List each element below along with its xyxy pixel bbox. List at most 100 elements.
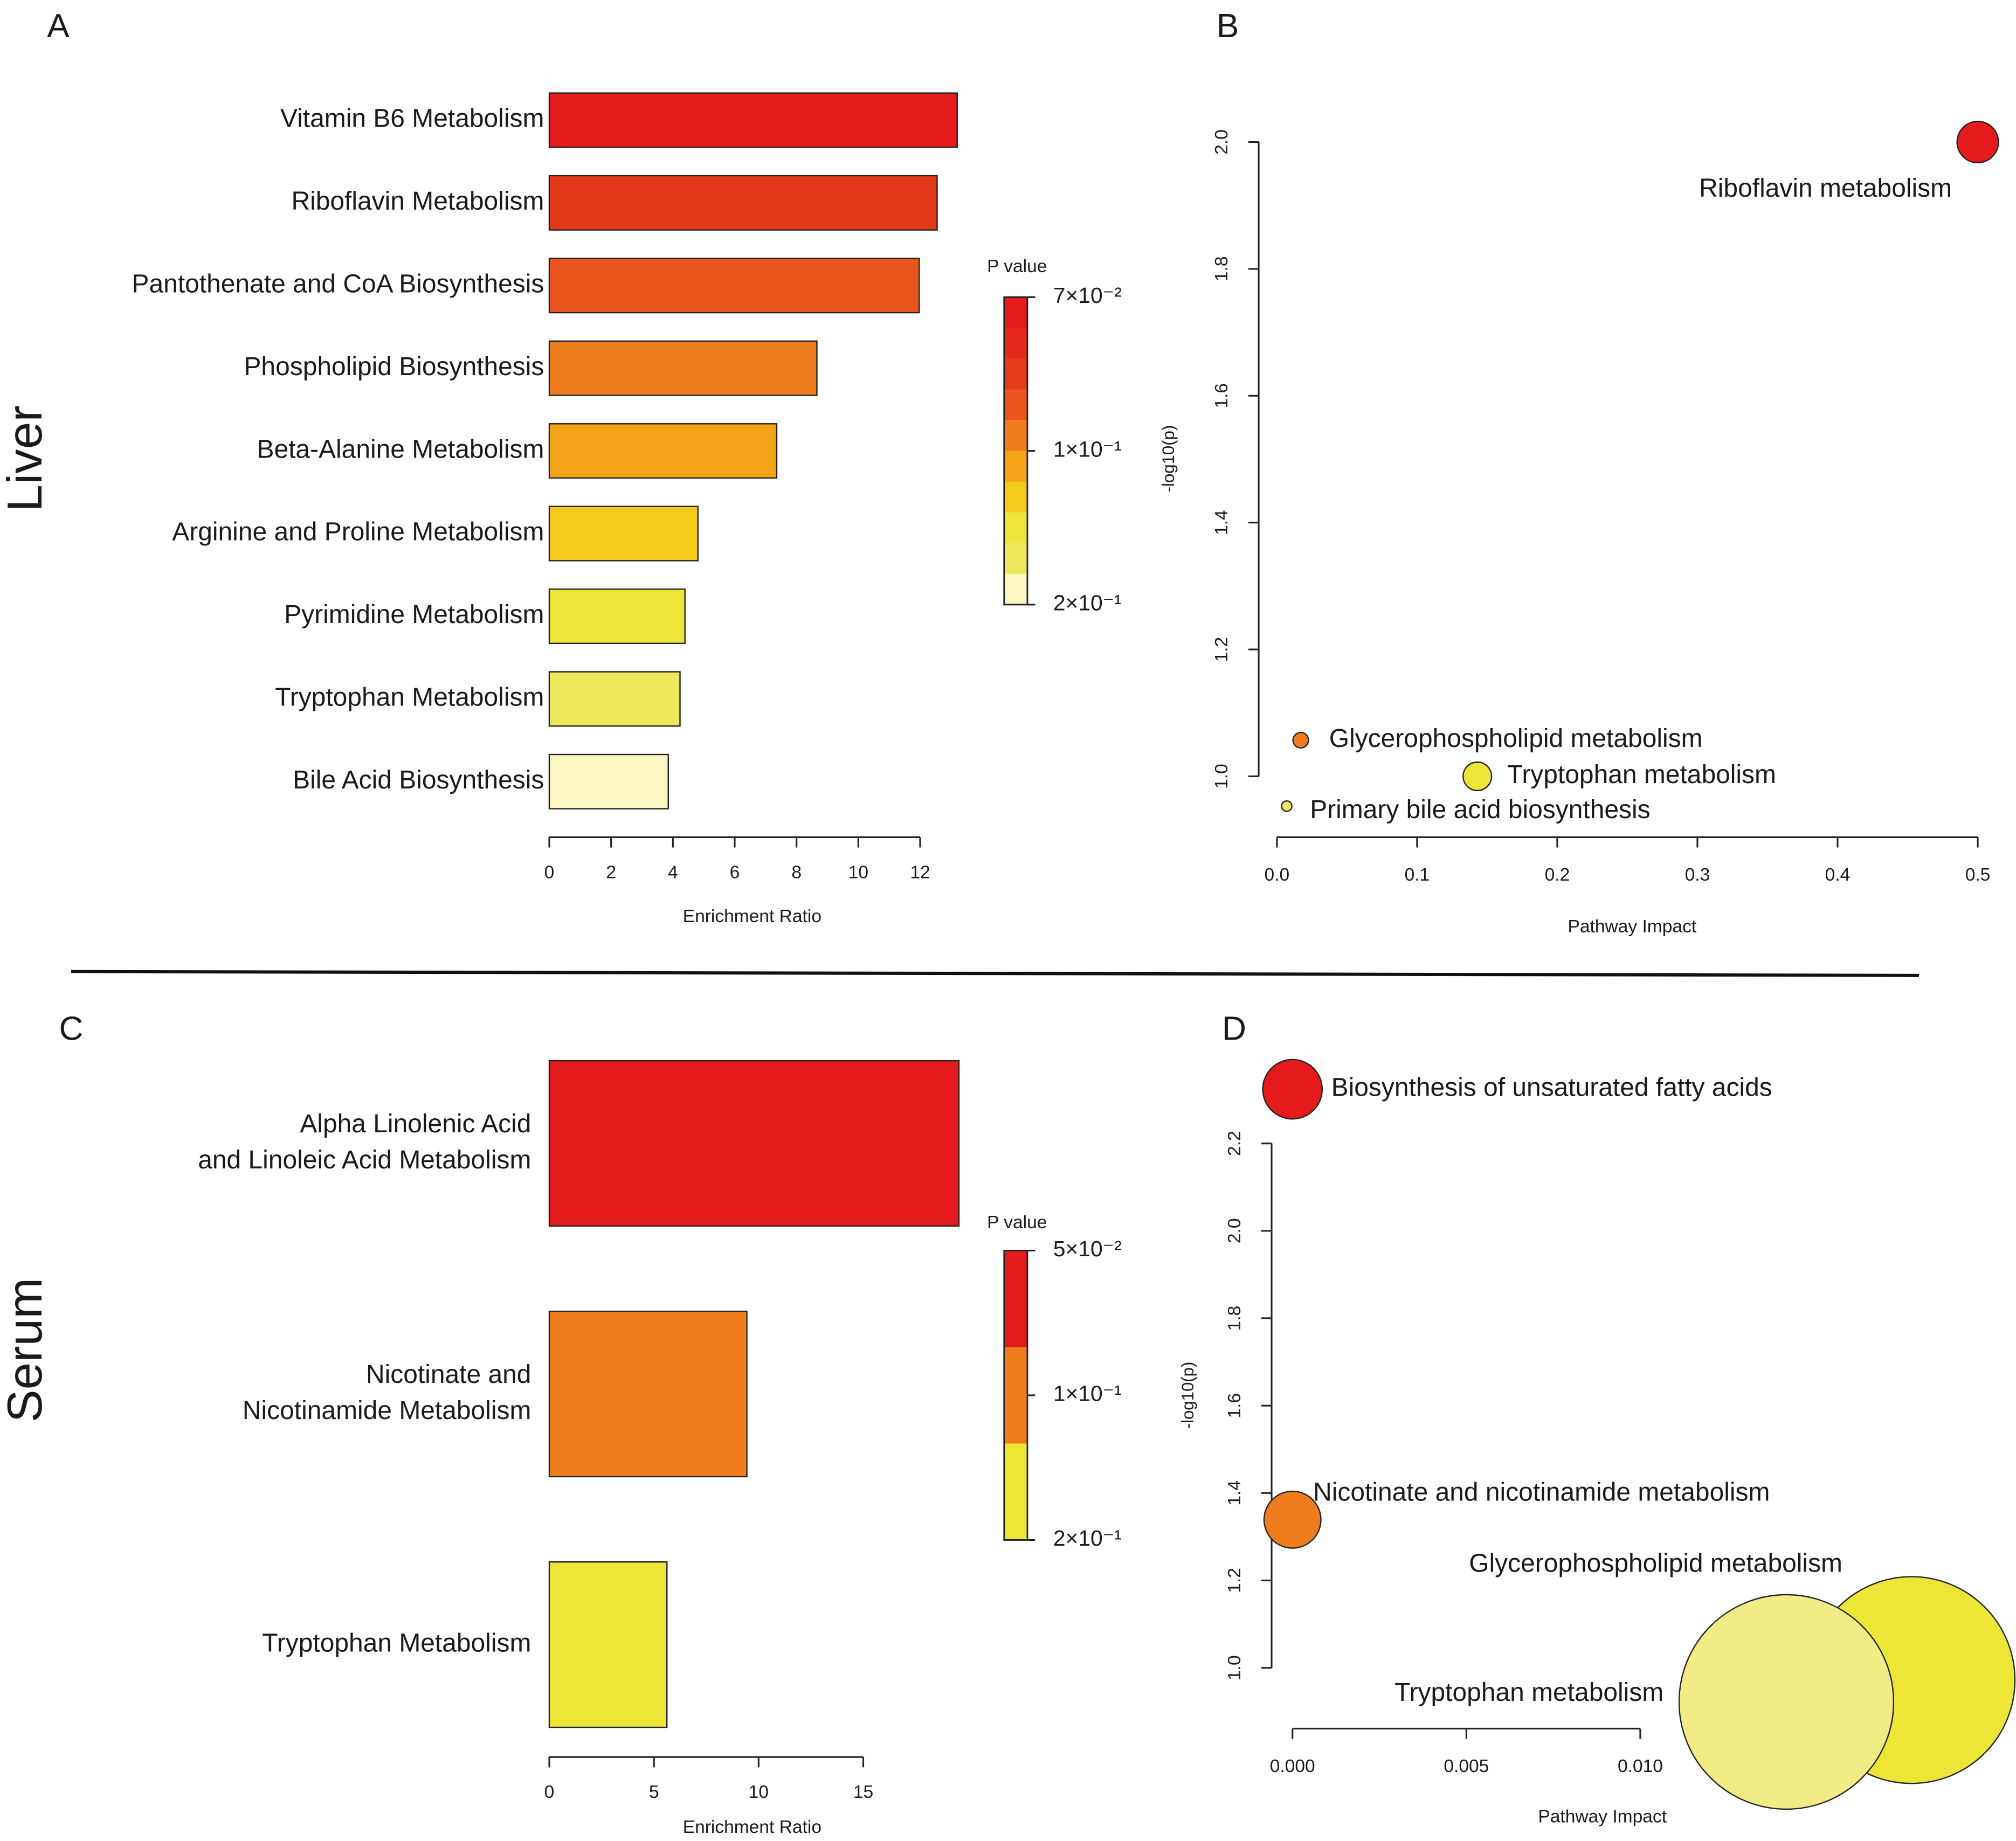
bar <box>548 753 669 809</box>
category-label: Riboflavin Metabolism <box>291 187 544 216</box>
colorbar-step <box>1004 420 1027 452</box>
category-label: Vitamin B6 Metabolism <box>280 105 544 133</box>
category-label: Beta-Alanine Metabolism <box>257 435 544 463</box>
bar <box>548 423 778 479</box>
y-tick-label: 2.2 <box>1225 1131 1245 1156</box>
x-tick-label: 5 <box>649 1782 659 1802</box>
x-tick-label: 0.0 <box>1265 865 1290 885</box>
colorbar-step <box>1004 1250 1027 1348</box>
colorbar-step <box>1004 297 1027 329</box>
row-label: Serum <box>0 1278 52 1422</box>
x-axis-label: Enrichment Ratio <box>683 1817 821 1837</box>
bubble <box>1292 731 1309 749</box>
x-tick-label: 4 <box>668 862 678 882</box>
bubble <box>1281 800 1293 812</box>
y-tick-label: 1.8 <box>1212 257 1232 282</box>
bubble-label: Glycerophospholipid metabolism <box>1469 1549 1842 1578</box>
category-label: Tryptophan Metabolism <box>262 1629 531 1657</box>
bar <box>548 671 681 727</box>
colorbar-tick-label: 5×10⁻² <box>1053 1236 1122 1261</box>
y-tick-label: 1.6 <box>1212 383 1232 409</box>
bubble <box>1462 761 1493 792</box>
x-axis-label: Enrichment Ratio <box>683 906 821 926</box>
colorbar-step <box>1004 481 1027 513</box>
x-tick-label: 0.000 <box>1270 1756 1315 1776</box>
category-line: Nicotinamide Metabolism <box>243 1396 531 1425</box>
category-label: Nicotinate and Nicotinamide Metabolism <box>243 1360 531 1425</box>
bar <box>548 1310 748 1478</box>
panel-letter: B <box>1217 8 1239 45</box>
bubble-label: Tryptophan metabolism <box>1394 1678 1663 1707</box>
bar <box>548 258 920 314</box>
y-tick-label: 1.4 <box>1225 1480 1245 1506</box>
bubble-label: Nicotinate and nicotinamide metabolism <box>1313 1478 1770 1507</box>
x-tick-label: 2 <box>606 862 616 882</box>
bar <box>548 1060 960 1227</box>
x-tick-label: 12 <box>910 862 930 882</box>
category-label: Pyrimidine Metabolism <box>284 600 544 629</box>
bubble <box>1262 1058 1323 1120</box>
panel-letter: C <box>59 1010 84 1047</box>
divider <box>71 970 1920 977</box>
colorbar-step <box>1004 451 1027 482</box>
x-tick-label: 0.1 <box>1405 865 1430 885</box>
x-tick-label: 6 <box>730 862 740 882</box>
y-tick-label: 1.0 <box>1225 1655 1245 1680</box>
y-axis-label: -log10(p) <box>1178 1362 1197 1429</box>
colorbar-step <box>1004 328 1027 359</box>
colorbar-step <box>1004 1347 1027 1444</box>
x-tick-label: 0 <box>544 1782 555 1802</box>
x-tick-label: 15 <box>853 1782 873 1802</box>
category-label: Tryptophan Metabolism <box>275 683 544 712</box>
panel-letter: A <box>47 8 70 45</box>
x-tick-label: 0.4 <box>1825 865 1851 885</box>
x-tick-label: 0.010 <box>1618 1756 1663 1776</box>
colorbar-tick-label: 2×10⁻¹ <box>1053 591 1122 615</box>
y-tick-label: 1.6 <box>1225 1393 1245 1418</box>
bubble-label: Glycerophospholipid metabolism <box>1329 724 1703 753</box>
y-tick-label: 1.0 <box>1212 764 1232 789</box>
bubble <box>1678 1594 1895 1810</box>
x-tick-label: 0.5 <box>1965 865 1991 885</box>
legend-title: P value <box>987 1213 1047 1233</box>
y-tick-label: 1.2 <box>1212 637 1232 662</box>
x-axis-label: Pathway Impact <box>1568 917 1697 937</box>
colorbar-step <box>1004 512 1027 544</box>
colorbar-step <box>1004 573 1027 606</box>
colorbar-step <box>1004 389 1027 421</box>
category-line: Nicotinate and <box>366 1360 531 1389</box>
colorbar-tick-label: 1×10⁻¹ <box>1053 1381 1122 1406</box>
panel-letter: D <box>1222 1010 1246 1047</box>
x-tick-label: 10 <box>749 1782 769 1802</box>
colorbar-tick-label: 7×10⁻² <box>1053 283 1122 308</box>
bubble-label: Riboflavin metabolism <box>1699 174 1952 203</box>
x-tick-label: 0.005 <box>1444 1756 1489 1776</box>
category-label: Arginine and Proline Metabolism <box>172 518 544 546</box>
row-label: Liver <box>0 405 52 511</box>
bubble-label: Tryptophan metabolism <box>1507 760 1776 789</box>
colorbar-tick-label: 1×10⁻¹ <box>1053 437 1122 461</box>
bar <box>548 588 686 645</box>
x-tick-label: 10 <box>848 862 868 882</box>
colorbar-tick-label: 2×10⁻¹ <box>1053 1526 1122 1551</box>
y-tick-label: 1.4 <box>1212 510 1232 535</box>
colorbar-step <box>1004 358 1027 390</box>
bar <box>548 175 938 231</box>
x-axis-label: Pathway Impact <box>1538 1807 1667 1827</box>
bubble <box>1956 121 1999 164</box>
x-tick-label: 0 <box>544 862 555 882</box>
category-label: Pantothenate and CoA Biosynthesis <box>132 269 544 298</box>
bar <box>548 92 958 148</box>
y-axis-label: -log10(p) <box>1159 425 1178 493</box>
bar <box>548 1561 668 1728</box>
category-line: and Linoleic Acid Metabolism <box>198 1146 531 1174</box>
x-tick-label: 8 <box>791 862 802 882</box>
y-tick-label: 1.8 <box>1225 1306 1245 1331</box>
y-tick-label: 2.0 <box>1212 129 1232 155</box>
x-tick-label: 0.2 <box>1545 865 1570 885</box>
bar <box>548 340 818 396</box>
legend-title: P value <box>987 257 1047 276</box>
category-label: Bile Acid Biosynthesis <box>293 766 544 794</box>
